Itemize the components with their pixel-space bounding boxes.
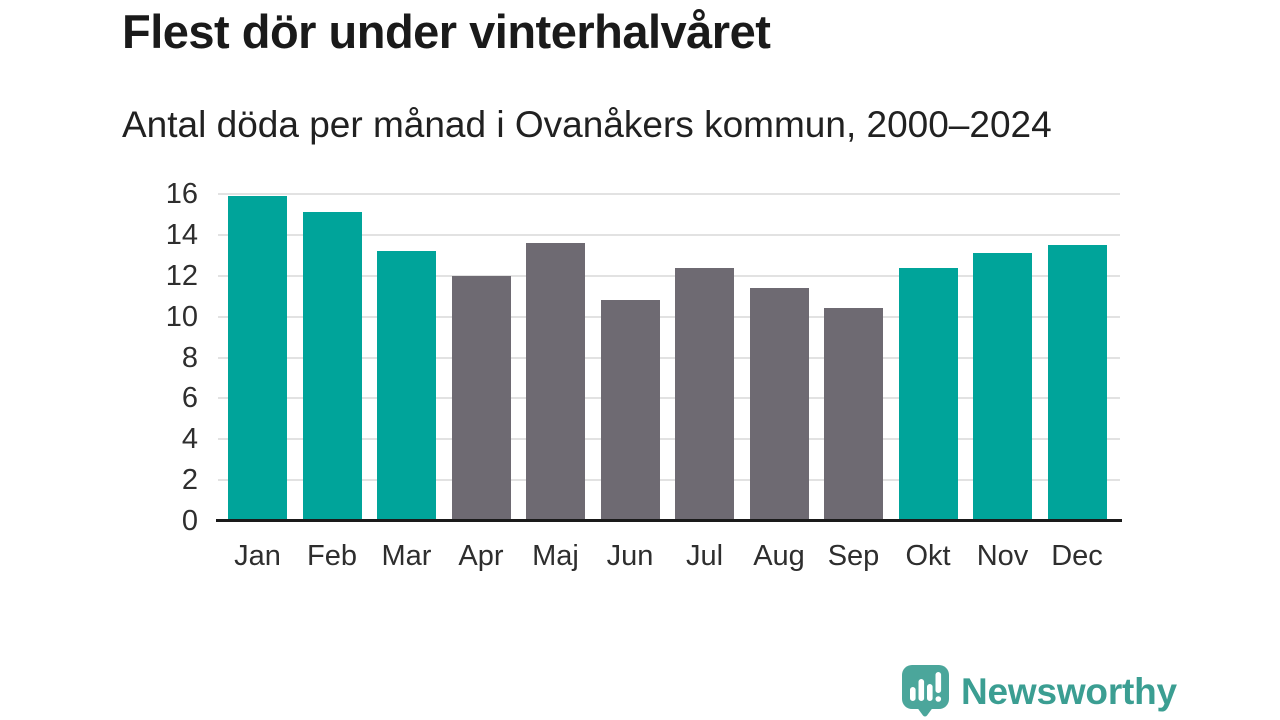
x-tick-label-mar: Mar: [381, 540, 432, 572]
x-tick-label-feb: Feb: [307, 540, 357, 572]
x-tick-label-okt: Okt: [905, 540, 951, 572]
gridline-y-4: [218, 438, 1120, 441]
bar-aug: [749, 288, 809, 521]
bar-jun: [600, 300, 660, 521]
bar-apr: [451, 275, 511, 521]
x-tick-label-jun: Jun: [606, 540, 654, 572]
brand-name: Newsworthy: [961, 671, 1177, 712]
y-tick-label-10: 10: [165, 300, 198, 333]
x-tick-label-jul: Jul: [685, 540, 724, 572]
x-tick-label-dec: Dec: [1051, 540, 1103, 572]
gridline-y-14: [218, 233, 1120, 236]
y-tick-label-6: 6: [181, 382, 198, 415]
x-tick-label-nov: Nov: [976, 540, 1029, 572]
bar-feb: [302, 212, 362, 521]
newsworthy-logo-icon: [902, 665, 949, 717]
y-tick-label-12: 12: [165, 259, 198, 292]
bar-jul: [675, 267, 734, 521]
bar-sep: [824, 308, 883, 521]
y-tick-label-4: 4: [181, 423, 198, 456]
gridline-y-10: [218, 315, 1120, 318]
gridline-y-8: [218, 356, 1120, 359]
gridline-y-12: [218, 274, 1120, 277]
y-tick-label-2: 2: [181, 464, 198, 497]
y-tick-label-16: 16: [165, 178, 198, 210]
gridline-y-16: [218, 193, 1120, 195]
x-tick-label-maj: Maj: [532, 540, 579, 572]
chart-title: Flest dör under vinterhalvåret: [122, 5, 771, 58]
bar-mar: [377, 251, 436, 521]
gridline-y-6: [218, 397, 1120, 400]
bar-maj: [526, 243, 585, 521]
chart-subtitle: Antal döda per månad i Ovanåkers kommun,…: [122, 104, 1052, 145]
y-tick-label-14: 14: [165, 218, 198, 251]
x-tick-label-apr: Apr: [458, 540, 504, 572]
footer-brand: Newsworthy: [902, 665, 1177, 718]
y-tick-label-0: 0: [181, 505, 198, 537]
plot-area: [218, 193, 1120, 521]
x-axis-line: [216, 519, 1122, 522]
x-tick-label-sep: Sep: [827, 540, 880, 572]
bar-dec: [1047, 245, 1107, 521]
gridline-y-2: [218, 479, 1120, 482]
y-tick-label-8: 8: [181, 341, 198, 374]
x-tick-label-jan: Jan: [234, 540, 281, 572]
bar-jan: [228, 196, 287, 521]
x-tick-label-aug: Aug: [753, 540, 805, 572]
bar-okt: [898, 267, 958, 521]
bar-nov: [973, 253, 1032, 521]
